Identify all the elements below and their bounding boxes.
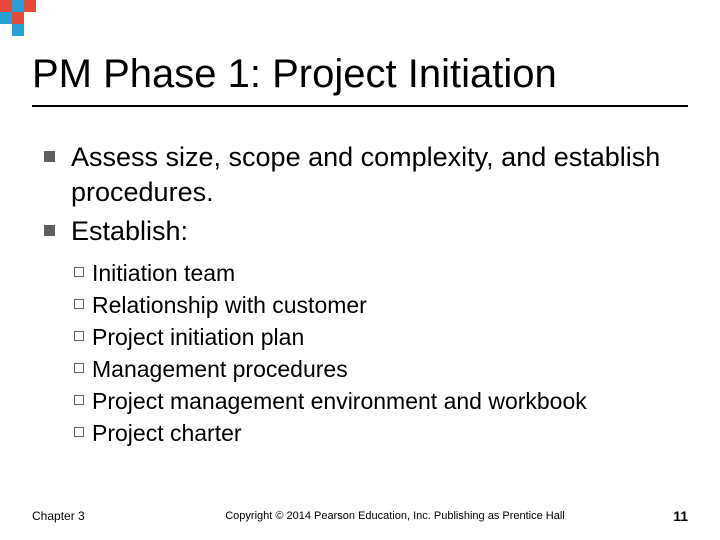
sub-bullet-item: Project initiation plan xyxy=(74,323,676,353)
main-bullet-item: Assess size, scope and complexity, and e… xyxy=(44,140,676,210)
sub-item-text: Project management environment and workb… xyxy=(92,387,587,417)
footer-page-number: 11 xyxy=(648,508,688,524)
hollow-square-bullet-icon xyxy=(74,331,84,341)
hollow-square-bullet-icon xyxy=(74,363,84,373)
sub-item-text: Project charter xyxy=(92,419,242,449)
main-bullet-item: Establish: xyxy=(44,214,676,249)
slide-title: PM Phase 1: Project Initiation xyxy=(32,52,688,97)
square-bullet-icon xyxy=(44,151,55,162)
sub-bullet-item: Relationship with customer xyxy=(74,291,676,321)
logo-block xyxy=(12,12,24,24)
sub-item-text: Management procedures xyxy=(92,355,348,385)
logo-block xyxy=(24,0,36,12)
logo-block xyxy=(12,24,24,36)
hollow-square-bullet-icon xyxy=(74,395,84,405)
title-area: PM Phase 1: Project Initiation xyxy=(32,52,688,107)
sub-bullet-item: Project charter xyxy=(74,419,676,449)
hollow-square-bullet-icon xyxy=(74,267,84,277)
content-area: Assess size, scope and complexity, and e… xyxy=(44,140,676,451)
title-underline xyxy=(32,105,688,107)
main-item-text: Establish: xyxy=(71,214,188,249)
sub-list: Initiation team Relationship with custom… xyxy=(74,259,676,448)
sub-item-text: Relationship with customer xyxy=(92,291,367,321)
hollow-square-bullet-icon xyxy=(74,427,84,437)
logo-block xyxy=(0,0,12,12)
square-bullet-icon xyxy=(44,225,55,236)
sub-bullet-item: Initiation team xyxy=(74,259,676,289)
logo-block xyxy=(12,0,24,12)
sub-item-text: Initiation team xyxy=(92,259,235,289)
footer-copyright: Copyright © 2014 Pearson Education, Inc.… xyxy=(142,510,648,522)
sub-bullet-item: Project management environment and workb… xyxy=(74,387,676,417)
logo-graphic xyxy=(0,0,60,40)
sub-item-text: Project initiation plan xyxy=(92,323,304,353)
logo-block xyxy=(0,12,12,24)
footer: Chapter 3 Copyright © 2014 Pearson Educa… xyxy=(0,508,720,524)
hollow-square-bullet-icon xyxy=(74,299,84,309)
sub-bullet-item: Management procedures xyxy=(74,355,676,385)
main-item-text: Assess size, scope and complexity, and e… xyxy=(71,140,676,210)
footer-chapter: Chapter 3 xyxy=(32,509,142,523)
